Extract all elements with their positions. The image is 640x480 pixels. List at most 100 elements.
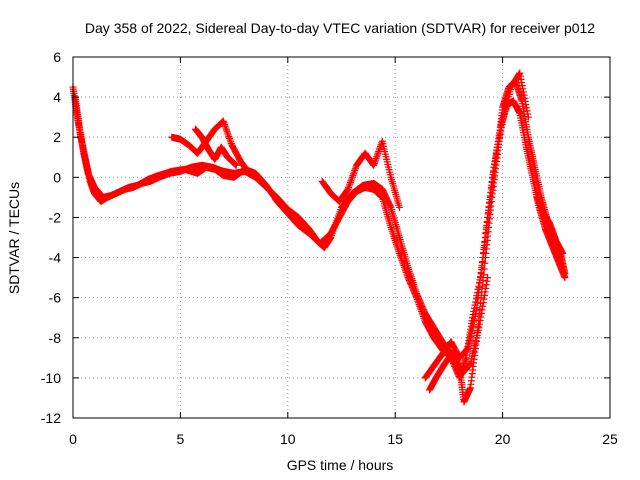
data-point (403, 270, 411, 278)
data-point (450, 349, 458, 357)
data-point (396, 251, 404, 259)
data-point (559, 250, 567, 258)
data-point (349, 170, 357, 178)
data-point (372, 156, 380, 164)
data-point (449, 348, 457, 356)
data-point (455, 364, 463, 372)
data-point (349, 172, 357, 180)
data-point (348, 175, 356, 183)
x-tick-label: 25 (602, 431, 618, 447)
x-axis-label: GPS time / hours (287, 457, 394, 473)
y-tick-label: 4 (53, 89, 61, 105)
series-7 (426, 274, 492, 394)
data-point (475, 284, 483, 292)
data-point (417, 306, 425, 314)
data-point (402, 268, 410, 276)
data-point (401, 265, 409, 273)
data-point (416, 302, 424, 310)
data-point (226, 136, 234, 144)
data-point (452, 356, 460, 364)
data-point (476, 279, 484, 287)
data-point (479, 299, 487, 307)
data-point (480, 244, 488, 252)
data-point (479, 254, 487, 262)
y-tick-label: -2 (49, 209, 62, 225)
data-point (373, 153, 381, 161)
x-tick-label: 0 (69, 431, 77, 447)
data-point (491, 160, 499, 168)
data-point (375, 148, 383, 156)
data-point (495, 137, 503, 145)
data-point (524, 110, 532, 118)
data-point (223, 127, 231, 135)
chart-title: Day 358 of 2022, Sidereal Day-to-day VTE… (85, 20, 595, 36)
y-tick-label: 6 (53, 49, 61, 65)
data-point (351, 165, 359, 173)
data-point (523, 104, 531, 112)
data-point (482, 284, 490, 292)
data-point (473, 304, 481, 312)
data-point (465, 361, 473, 369)
data-point (373, 151, 381, 159)
data-point (376, 144, 384, 152)
x-ticks: 0 5 10 15 20 25 (69, 57, 618, 447)
data-point (463, 345, 471, 353)
data-point (486, 193, 494, 201)
data-point (221, 121, 229, 129)
data-point (516, 69, 524, 77)
data-point (477, 313, 485, 321)
data-point (451, 353, 459, 361)
data-point (485, 203, 493, 211)
series-5 (318, 137, 403, 211)
data-point (413, 294, 421, 302)
y-tick-label: -10 (41, 370, 61, 386)
data-point (477, 274, 485, 282)
data-point (489, 173, 497, 181)
data-point (484, 213, 492, 221)
data-point (484, 208, 492, 216)
data-point (419, 313, 427, 321)
data-point (481, 288, 489, 296)
data-point (561, 274, 569, 282)
data-point (403, 272, 411, 280)
data-point (478, 264, 486, 272)
data-point (245, 169, 253, 177)
data-point (476, 320, 484, 328)
data-point (419, 311, 427, 319)
data-point (521, 94, 529, 102)
data-point (519, 88, 527, 96)
data-point (453, 357, 461, 365)
y-axis-label: SDTVAR / TECUs (6, 182, 22, 294)
data-point (475, 289, 483, 297)
y-tick-label: -6 (49, 290, 62, 306)
data-point (482, 228, 490, 236)
data-point (524, 113, 532, 121)
data-point (344, 185, 352, 193)
data-point (450, 351, 458, 359)
data-point (222, 124, 230, 132)
data-point (476, 317, 484, 325)
data-point (414, 297, 422, 305)
x-tick-label: 15 (387, 431, 403, 447)
data-point (418, 309, 426, 317)
series-4 (191, 125, 240, 169)
data-point (474, 285, 482, 293)
data-point (397, 255, 405, 263)
data-point (494, 140, 502, 148)
data-point (474, 294, 482, 302)
data-point (477, 309, 485, 317)
data-point (224, 129, 232, 137)
y-ticks: -12 -10 -8 -6 -4 -2 0 2 4 6 (41, 49, 610, 426)
data-point (347, 177, 355, 185)
data-point (519, 85, 527, 93)
data-point (227, 138, 235, 146)
data-point (480, 249, 488, 257)
data-point (496, 130, 504, 138)
data-point (488, 183, 496, 191)
data-point (455, 362, 463, 370)
data-point (374, 149, 382, 157)
y-tick-label: -8 (49, 330, 62, 346)
data-point (486, 198, 494, 206)
data-point (466, 361, 474, 369)
data-point (481, 239, 489, 247)
